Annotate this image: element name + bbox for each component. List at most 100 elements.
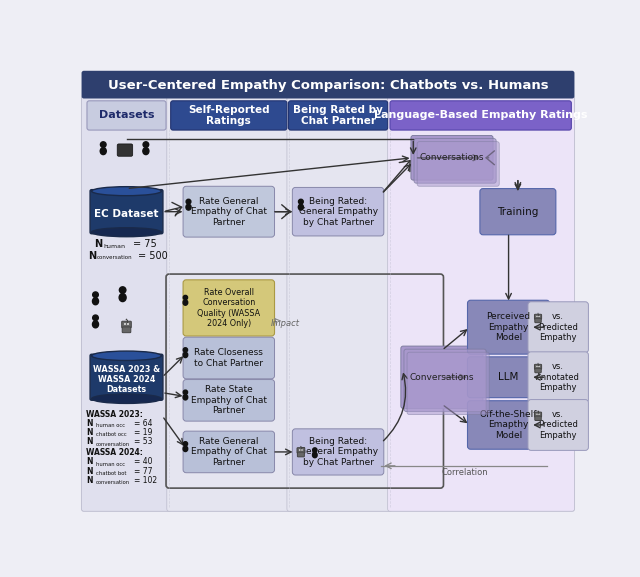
Text: human occ: human occ bbox=[95, 424, 125, 428]
Circle shape bbox=[120, 287, 126, 293]
Text: human: human bbox=[103, 244, 125, 249]
Text: Training: Training bbox=[497, 207, 539, 217]
Text: = 64: = 64 bbox=[134, 419, 153, 428]
FancyBboxPatch shape bbox=[171, 101, 287, 130]
Text: conversation: conversation bbox=[97, 256, 132, 260]
Ellipse shape bbox=[143, 148, 149, 155]
FancyBboxPatch shape bbox=[534, 364, 541, 369]
Text: LLM: LLM bbox=[499, 372, 519, 382]
Circle shape bbox=[538, 414, 540, 415]
Ellipse shape bbox=[92, 228, 161, 237]
Text: N: N bbox=[86, 476, 93, 485]
FancyBboxPatch shape bbox=[534, 314, 541, 319]
Text: = 19: = 19 bbox=[134, 428, 152, 437]
Text: Rate Overall
Conversation
Quality (WASSA
2024 Only): Rate Overall Conversation Quality (WASSA… bbox=[197, 288, 260, 328]
Circle shape bbox=[298, 199, 303, 204]
Circle shape bbox=[143, 142, 148, 147]
Circle shape bbox=[93, 315, 99, 321]
FancyBboxPatch shape bbox=[535, 368, 541, 373]
FancyBboxPatch shape bbox=[528, 399, 588, 451]
Text: conversation: conversation bbox=[95, 442, 130, 447]
FancyBboxPatch shape bbox=[287, 96, 392, 511]
Ellipse shape bbox=[100, 148, 106, 155]
Ellipse shape bbox=[183, 395, 188, 400]
Text: conversation: conversation bbox=[95, 480, 130, 485]
FancyBboxPatch shape bbox=[388, 96, 575, 511]
FancyBboxPatch shape bbox=[183, 337, 275, 379]
Circle shape bbox=[538, 313, 539, 314]
Text: vs.
Predicted
Empathy: vs. Predicted Empathy bbox=[538, 312, 578, 342]
Circle shape bbox=[93, 292, 99, 298]
FancyBboxPatch shape bbox=[467, 300, 550, 354]
Text: N: N bbox=[86, 458, 93, 466]
FancyBboxPatch shape bbox=[81, 96, 172, 511]
Circle shape bbox=[538, 316, 540, 317]
FancyBboxPatch shape bbox=[183, 280, 275, 336]
Circle shape bbox=[538, 363, 539, 364]
Text: N: N bbox=[86, 467, 93, 475]
Text: N: N bbox=[86, 437, 93, 447]
Text: = 500: = 500 bbox=[138, 250, 168, 261]
FancyBboxPatch shape bbox=[87, 101, 166, 130]
Text: Being Rated:
General Empathy
by Chat Partner: Being Rated: General Empathy by Chat Par… bbox=[298, 197, 378, 227]
FancyBboxPatch shape bbox=[81, 96, 575, 511]
Circle shape bbox=[183, 295, 188, 299]
Text: Self-Reported
Ratings: Self-Reported Ratings bbox=[188, 104, 269, 126]
Text: = 77: = 77 bbox=[134, 467, 153, 475]
Circle shape bbox=[183, 348, 188, 352]
FancyBboxPatch shape bbox=[404, 349, 486, 411]
FancyBboxPatch shape bbox=[292, 429, 384, 475]
Circle shape bbox=[300, 446, 301, 447]
Text: N: N bbox=[88, 250, 96, 261]
Circle shape bbox=[536, 366, 538, 367]
Ellipse shape bbox=[183, 446, 188, 452]
Circle shape bbox=[124, 323, 126, 325]
FancyBboxPatch shape bbox=[90, 190, 163, 234]
FancyBboxPatch shape bbox=[183, 186, 275, 237]
Text: vs.
Annotated
Empathy: vs. Annotated Empathy bbox=[536, 362, 580, 392]
FancyBboxPatch shape bbox=[289, 101, 388, 130]
Text: N: N bbox=[94, 239, 102, 249]
Text: WASSA 2023:: WASSA 2023: bbox=[86, 410, 143, 419]
Circle shape bbox=[186, 199, 191, 204]
Text: Rate State
Empathy of Chat
Partner: Rate State Empathy of Chat Partner bbox=[191, 385, 267, 415]
FancyBboxPatch shape bbox=[117, 144, 132, 156]
Ellipse shape bbox=[186, 204, 191, 210]
Ellipse shape bbox=[92, 187, 161, 196]
Ellipse shape bbox=[312, 452, 317, 458]
FancyBboxPatch shape bbox=[122, 327, 131, 333]
Circle shape bbox=[183, 441, 188, 446]
FancyBboxPatch shape bbox=[183, 431, 275, 473]
FancyBboxPatch shape bbox=[297, 448, 305, 453]
Text: Perceived
Empathy
Model: Perceived Empathy Model bbox=[486, 312, 531, 342]
FancyBboxPatch shape bbox=[183, 380, 275, 421]
FancyBboxPatch shape bbox=[528, 352, 588, 403]
Text: N: N bbox=[86, 428, 93, 437]
FancyBboxPatch shape bbox=[407, 352, 489, 415]
Text: EC Dataset: EC Dataset bbox=[94, 209, 159, 219]
Circle shape bbox=[538, 366, 540, 367]
FancyBboxPatch shape bbox=[390, 101, 572, 130]
Text: human occ: human occ bbox=[95, 462, 125, 467]
Text: Datasets: Datasets bbox=[99, 110, 154, 121]
Text: Correlation: Correlation bbox=[441, 468, 488, 477]
Circle shape bbox=[127, 323, 129, 325]
FancyBboxPatch shape bbox=[534, 412, 541, 417]
Ellipse shape bbox=[92, 321, 99, 328]
Circle shape bbox=[536, 414, 538, 415]
Circle shape bbox=[100, 142, 106, 147]
Circle shape bbox=[536, 316, 538, 317]
Text: = 53: = 53 bbox=[134, 437, 153, 447]
FancyBboxPatch shape bbox=[480, 189, 556, 235]
Text: Rate General
Empathy of Chat
Partner: Rate General Empathy of Chat Partner bbox=[191, 197, 267, 227]
Ellipse shape bbox=[92, 351, 161, 361]
Circle shape bbox=[183, 390, 188, 395]
Text: WASSA 2023 &
WASSA 2024
Datasets: WASSA 2023 & WASSA 2024 Datasets bbox=[93, 365, 160, 395]
Circle shape bbox=[125, 319, 127, 320]
FancyBboxPatch shape bbox=[417, 141, 499, 186]
Text: = 75: = 75 bbox=[132, 239, 156, 249]
FancyBboxPatch shape bbox=[292, 188, 384, 236]
FancyBboxPatch shape bbox=[81, 71, 575, 99]
Ellipse shape bbox=[119, 294, 126, 302]
Text: WASSA 2024:: WASSA 2024: bbox=[86, 448, 143, 457]
